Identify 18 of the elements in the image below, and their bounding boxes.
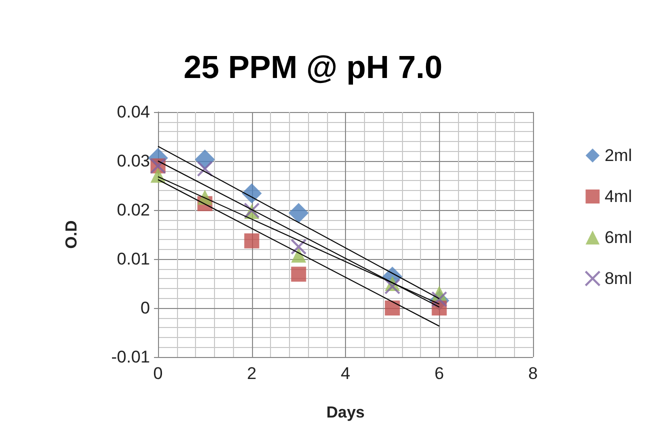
x-tick-label: 8 (528, 364, 538, 383)
y-axis-title: O.D (64, 220, 80, 249)
x-tick-label: 6 (434, 364, 444, 383)
y-tick-label: 0.03 (116, 152, 150, 170)
y-tick-label: 0.01 (116, 250, 150, 268)
chart-title: 25 PPM @ pH 7.0 (184, 49, 442, 85)
y-tick-label: 0.04 (116, 102, 150, 122)
x-tick-label: 0 (153, 364, 163, 383)
y-tick-label: 0 (140, 298, 150, 318)
y-tick-label: -0.01 (111, 348, 150, 366)
legend-label: 4ml (604, 187, 632, 206)
y-tick-label: 0.02 (116, 200, 150, 220)
legend-label: 8ml (604, 269, 632, 288)
x-tick-label: 2 (247, 364, 256, 383)
x-tick-label: 4 (340, 364, 350, 383)
legend-label: 6ml (604, 228, 632, 247)
x-axis-title: Days (326, 404, 365, 422)
legend-label: 2ml (604, 146, 632, 165)
